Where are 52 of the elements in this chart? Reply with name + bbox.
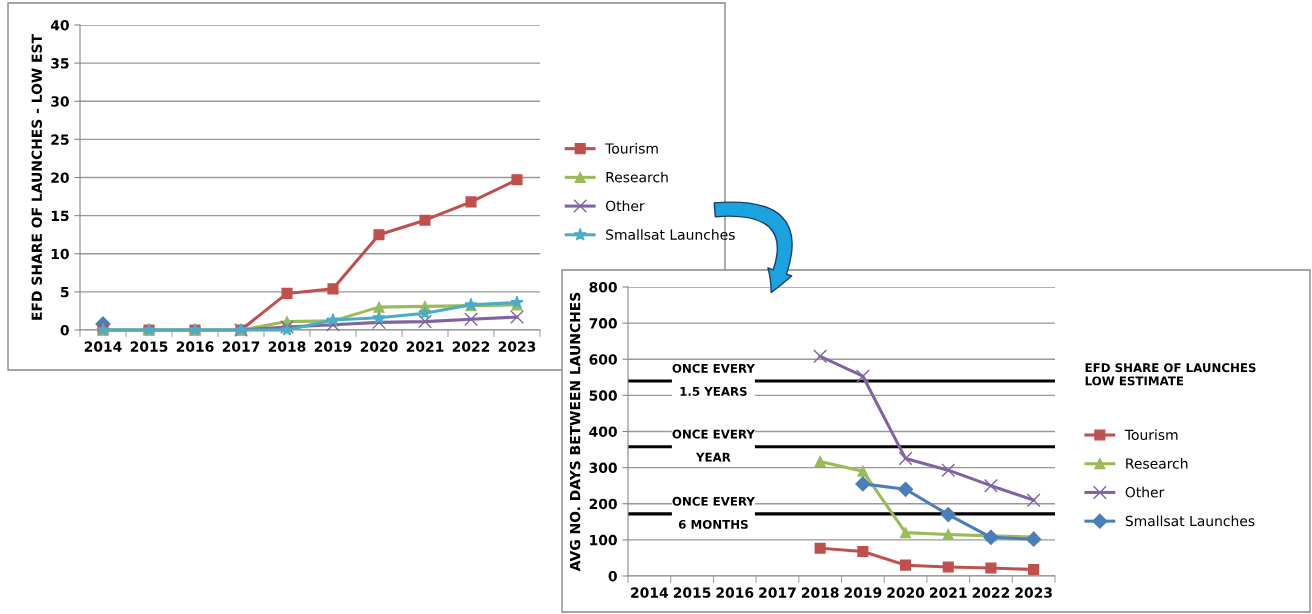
x-tick-label: 2017 — [222, 341, 260, 352]
x-tick-label: 2016 — [176, 341, 214, 352]
y-tick-label: 800 — [589, 281, 617, 293]
x-tick-label: 2020 — [887, 587, 925, 598]
y-tick-label: 400 — [589, 426, 617, 437]
x-tick-label: 2015 — [130, 341, 168, 352]
x-tick-label: 2022 — [452, 341, 490, 352]
legend-label: Tourism — [1124, 429, 1178, 441]
y-tick-label: 200 — [589, 498, 617, 510]
y-tick-label: 25 — [51, 134, 69, 145]
x-tick-label: 2019 — [314, 341, 352, 352]
y-tick-label: 30 — [51, 96, 69, 107]
x-tick-label: 2014 — [84, 341, 122, 352]
x-tick-label: 2019 — [844, 587, 882, 598]
y-axis-title: EFD SHARE OF LAUNCHES - LOW EST — [31, 34, 43, 320]
legend-label: Research — [1126, 458, 1188, 469]
x-tick-label: 2023 — [1015, 587, 1052, 598]
y-tick-label: 20 — [51, 172, 69, 183]
y-tick-label: 300 — [589, 462, 617, 474]
legend-title: EFD SHARE OF LAUNCHES LOW ESTIMATE — [1085, 363, 1256, 386]
legend-label: Other — [605, 200, 645, 212]
y-tick-label: 10 — [51, 248, 69, 260]
x-tick-label: 2015 — [673, 587, 711, 598]
y-tick-label: 600 — [589, 354, 617, 365]
legend-label: Smallsat Launches — [1125, 515, 1255, 527]
y-tick-label: 15 — [51, 210, 69, 222]
x-tick-label: 2021 — [930, 587, 967, 598]
x-tick-label: 2018 — [801, 587, 839, 598]
x-tick-label: 2020 — [360, 341, 398, 352]
legend-label: Research — [606, 171, 668, 183]
y-tick-label: 35 — [51, 58, 69, 69]
text: ONCE EVERY YEAR — [672, 429, 756, 462]
legend-label: Other — [1125, 486, 1165, 498]
ref-line-label: ONCE EVERY 6 MONTHS — [672, 496, 756, 529]
legend-label: Tourism — [605, 142, 658, 154]
x-tick-label: 2021 — [406, 341, 444, 352]
x-tick-label: 2023 — [498, 341, 536, 352]
y-tick-label: 100 — [590, 534, 617, 546]
y-tick-label: 700 — [589, 318, 617, 329]
y-tick-label: 500 — [589, 390, 617, 401]
x-tick-label: 2017 — [759, 587, 796, 598]
y-axis-title: AVG NO. DAYS BETWEEN LAUNCHES — [569, 292, 581, 572]
x-tick-label: 2016 — [716, 587, 754, 598]
x-tick-label: 2018 — [268, 341, 306, 352]
y-tick-label: 40 — [50, 19, 69, 31]
legend-label: Smallsat Launches — [606, 229, 735, 240]
x-tick-label: 2022 — [972, 587, 1010, 598]
y-tick-label: 0 — [608, 570, 617, 582]
y-tick-label: 5 — [60, 287, 69, 298]
x-tick-label: 2014 — [631, 587, 669, 598]
y-tick-label: 0 — [60, 324, 69, 336]
ref-line-label: ONCE EVERY 1.5 YEARS — [672, 363, 756, 396]
